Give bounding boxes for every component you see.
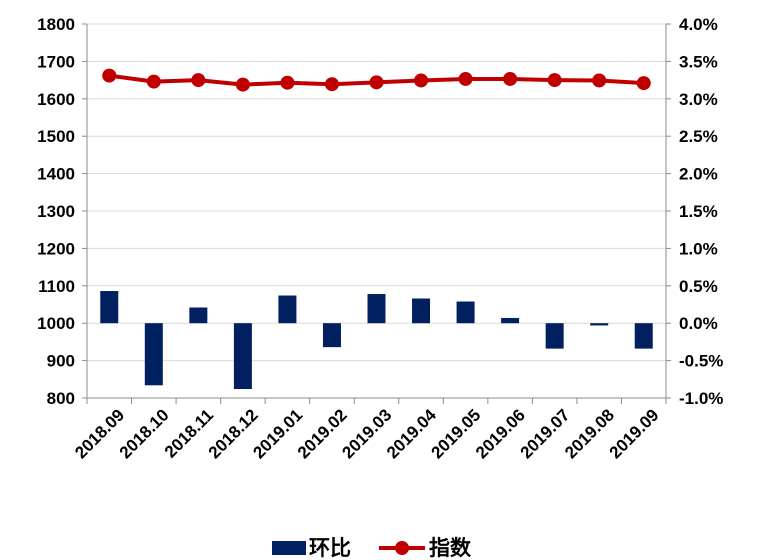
bar <box>590 323 609 326</box>
right-axis-tick-labels: -1.0% -0.5% 0.0% 0.5% 1.0% 1.5% 2.0% 2.5% 3.0% 3.… <box>679 15 723 408</box>
bar <box>367 294 386 324</box>
x-tick-label: 2019.09 <box>606 405 663 462</box>
right-tick-label: 3.5% <box>679 52 718 71</box>
bar <box>456 301 475 324</box>
line-point <box>146 74 161 89</box>
axes <box>82 23 671 404</box>
bar <box>144 323 163 386</box>
legend-label-huanbi: 环比 <box>309 536 351 560</box>
line-point <box>369 75 384 90</box>
right-tick-label: -0.5% <box>679 352 723 371</box>
right-tick-label: 2.5% <box>679 127 718 146</box>
left-tick-label: 1700 <box>37 52 75 71</box>
right-tick-label: 4.0% <box>679 15 718 34</box>
left-tick-label: 1400 <box>37 165 75 184</box>
left-tick-label: 1000 <box>37 314 75 333</box>
bar <box>233 323 252 390</box>
right-tick-label: 0.0% <box>679 314 718 333</box>
left-tick-label: 900 <box>47 352 75 371</box>
right-tick-label: 0.5% <box>679 277 718 296</box>
line-point <box>414 73 429 88</box>
bar <box>634 323 653 349</box>
bar <box>501 317 520 324</box>
x-tick-label: 2018.10 <box>116 405 173 462</box>
line-series-zhishu <box>102 68 651 92</box>
right-tick-label: 1.5% <box>679 202 718 221</box>
left-tick-label: 1800 <box>37 15 75 34</box>
line-point <box>102 68 117 83</box>
x-axis-tick-labels: 2018.092018.102018.112018.122019.012019.… <box>71 405 662 462</box>
bar <box>100 291 119 324</box>
line-point <box>547 73 562 88</box>
line-point <box>458 71 473 86</box>
legend: 环比 指数 <box>272 536 472 560</box>
bar-series-huanbi <box>100 291 653 390</box>
legend-label-zhishu: 指数 <box>429 536 472 560</box>
legend-swatch-huanbi <box>272 541 306 555</box>
line-point <box>636 76 651 91</box>
line-point <box>324 77 339 92</box>
bar <box>189 307 208 324</box>
left-axis-tick-labels: 800 900 1000 1100 1200 1300 1400 1500 1600 1700 18… <box>37 15 75 408</box>
line-point <box>235 77 250 92</box>
right-tick-label: -1.0% <box>679 389 723 408</box>
left-tick-label: 1100 <box>38 277 75 296</box>
left-tick-label: 1200 <box>37 239 75 258</box>
left-tick-label: 1600 <box>37 90 75 109</box>
gridlines <box>87 23 666 399</box>
right-tick-label: 3.0% <box>679 90 718 109</box>
bar <box>412 298 431 324</box>
legend-swatch-zhishu-dot <box>395 541 409 555</box>
line-point <box>280 75 295 90</box>
right-tick-label: 1.0% <box>679 239 718 258</box>
bar <box>545 323 564 349</box>
left-tick-label: 800 <box>47 389 75 408</box>
left-tick-label: 1300 <box>37 202 75 221</box>
bar <box>278 295 297 324</box>
left-tick-label: 1500 <box>37 127 75 146</box>
line-point <box>191 73 206 88</box>
right-tick-label: 2.0% <box>679 165 718 184</box>
line-point <box>503 71 518 86</box>
line-point <box>592 73 607 88</box>
bar <box>322 323 341 348</box>
